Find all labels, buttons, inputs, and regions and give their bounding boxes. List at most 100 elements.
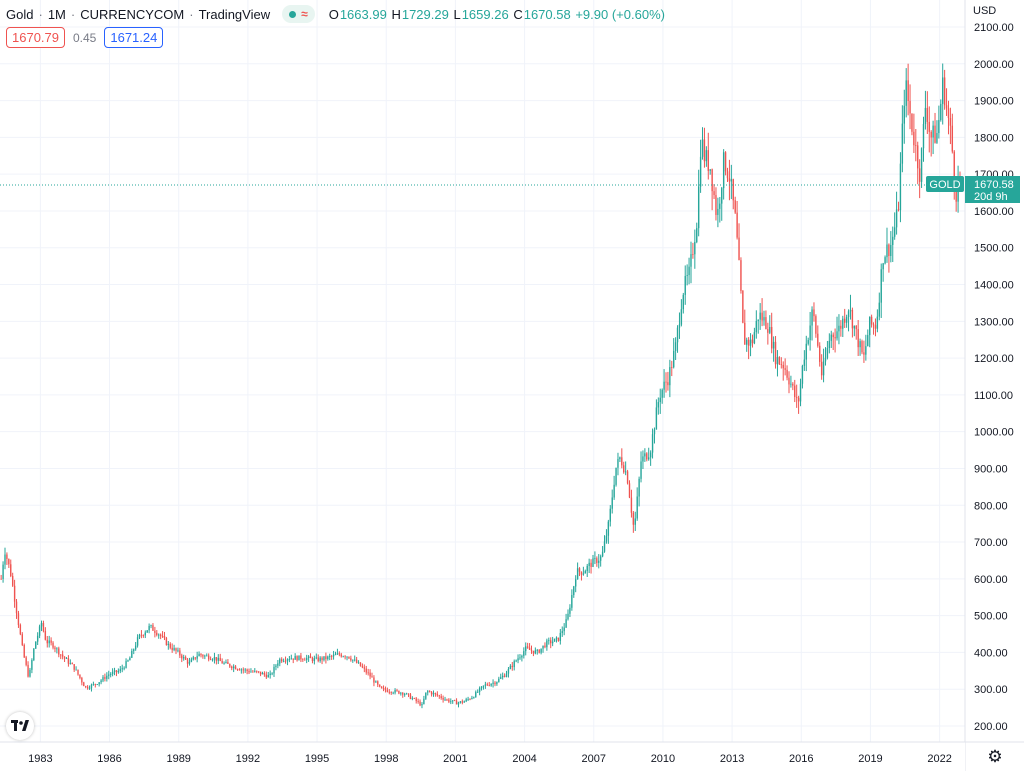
time-tick-label: 2007 (582, 753, 606, 765)
candle-body (665, 381, 667, 383)
candle-body (402, 692, 404, 695)
candle-body (669, 367, 671, 386)
candle-body (106, 675, 108, 679)
candle-body (690, 254, 692, 267)
candle-body (824, 357, 827, 362)
candle-body (294, 656, 296, 660)
candle-body (6, 554, 8, 559)
candle-body (455, 700, 458, 705)
candle-body (150, 625, 152, 626)
candle-body (770, 327, 773, 349)
candle-body (624, 471, 627, 473)
candle-body (523, 651, 525, 656)
candle-body (21, 634, 23, 645)
candle-body (109, 674, 112, 675)
candle-body (192, 657, 195, 660)
candle-body (23, 644, 25, 658)
candle-body (557, 637, 560, 641)
market-status-badge[interactable]: ≈ (282, 5, 315, 23)
candle-body (405, 693, 408, 695)
candle-body (617, 459, 619, 468)
candle-body (551, 641, 554, 644)
candle-body (338, 653, 341, 655)
candle-body (844, 318, 846, 323)
candle-body (140, 634, 143, 636)
candle-body (884, 257, 886, 264)
symbol-name[interactable]: Gold (6, 6, 34, 22)
candle-body (819, 345, 821, 362)
candle-body (403, 694, 406, 695)
candle-body (288, 659, 291, 661)
candle-body (509, 665, 512, 670)
time-tick-label: 1986 (97, 753, 121, 765)
candle-body (302, 659, 304, 661)
candle-body (886, 244, 888, 258)
time-tick-label: 2001 (443, 753, 467, 765)
candle-body (269, 673, 271, 675)
bid-price-button[interactable]: 1670.79 (6, 27, 65, 48)
low-value: 1659.26 (461, 6, 509, 22)
candle-body (730, 179, 733, 182)
ask-price-button[interactable]: 1671.24 (104, 27, 164, 48)
gear-icon[interactable]: ⚙ (987, 747, 1003, 766)
price-tick-label: 800.00 (974, 500, 1008, 512)
candle-body (511, 665, 513, 668)
candle-body (696, 228, 698, 242)
delayed-data-icon: ≈ (301, 7, 308, 21)
candle-body (586, 565, 588, 572)
candle-body (911, 113, 913, 132)
candle-body (644, 453, 646, 457)
price-axis-currency[interactable]: USD (973, 5, 996, 17)
candle-body (373, 677, 375, 683)
candle-body (354, 659, 356, 661)
candle-body (684, 275, 686, 295)
price-tick-label: 700.00 (974, 537, 1008, 549)
candle-body (492, 682, 494, 684)
candle-body (442, 698, 444, 700)
candle-body (265, 674, 268, 678)
candle-body (363, 667, 366, 669)
candle-body (200, 653, 202, 656)
candle-body (832, 334, 834, 338)
price-axis[interactable] (965, 0, 1024, 742)
candle-body (42, 623, 45, 631)
candle-body (686, 275, 688, 276)
candle-body (794, 385, 796, 397)
candle-body (19, 624, 22, 635)
candle-body (88, 688, 91, 689)
candle-body (146, 630, 148, 633)
candle-body (615, 467, 617, 485)
candle-body (592, 558, 594, 567)
candle-body (784, 368, 786, 370)
candle-body (719, 203, 721, 209)
candle-body (471, 697, 473, 700)
candle-body (231, 666, 233, 669)
candle-body (513, 661, 515, 668)
candle-body (346, 656, 348, 658)
candle-body (188, 661, 191, 664)
tradingview-logo-icon[interactable] (6, 712, 34, 740)
candle-body (498, 678, 500, 682)
candle-body (926, 107, 929, 122)
time-axis[interactable] (0, 742, 965, 771)
candle-body (780, 364, 783, 366)
candle-body (161, 635, 164, 637)
candle-body (319, 657, 321, 662)
candle-body (352, 659, 354, 661)
candle-body (803, 359, 806, 366)
candle-body (377, 681, 379, 685)
interval-label[interactable]: 1M (47, 6, 66, 22)
candle-body (25, 657, 27, 665)
candle-body (613, 484, 615, 498)
candle-body (634, 518, 636, 525)
candle-body (772, 341, 775, 349)
candle-body (609, 508, 611, 522)
candle-body (48, 640, 50, 644)
candle-body (209, 659, 212, 661)
candle-body (378, 684, 381, 687)
candle-body (955, 183, 957, 202)
candle-body (828, 340, 831, 348)
candle-body (254, 670, 256, 672)
candle-body (636, 496, 638, 519)
